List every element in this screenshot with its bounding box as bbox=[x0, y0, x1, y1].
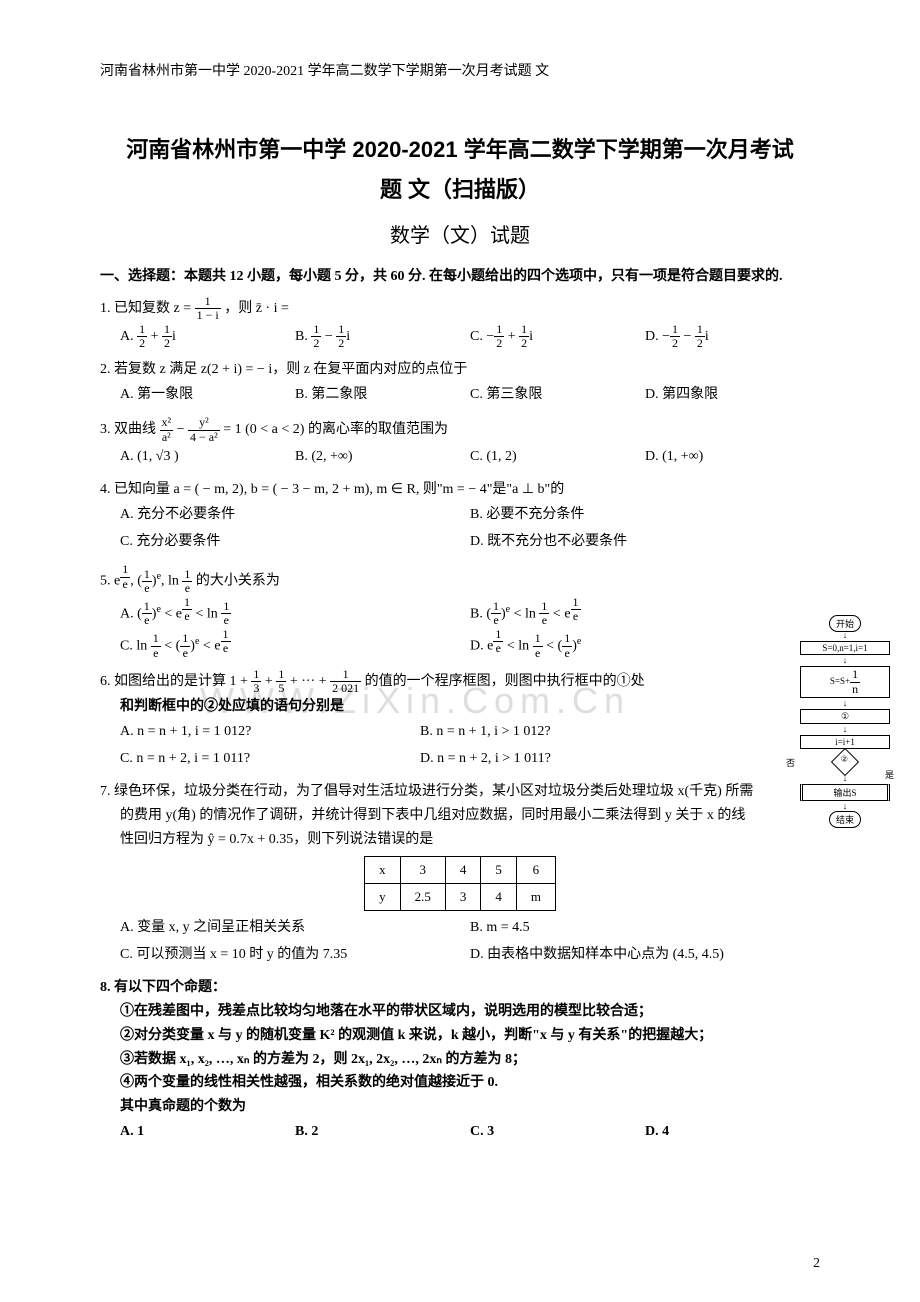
option-c: C. n = n + 2, i = 1 011? bbox=[120, 746, 420, 773]
flow-box1: ① bbox=[800, 709, 890, 724]
main-title: 河南省林州市第一中学 2020-2021 学年高二数学下学期第一次月考试 题 文… bbox=[100, 130, 820, 209]
option-b: B. 第二象限 bbox=[295, 382, 470, 409]
options: A. 12 + 12i B. 12 − 12i C. −12 + 12i D. … bbox=[100, 323, 820, 351]
flow-decision: ② bbox=[831, 748, 859, 776]
option-c: C. (1, 2) bbox=[470, 444, 645, 471]
title-line1: 河南省林州市第一中学 2020-2021 学年高二数学下学期第一次月考试 bbox=[126, 137, 793, 162]
options: A. n = n + 1, i = 1 012? B. n = n + 1, i… bbox=[100, 719, 720, 772]
fraction: x²a² bbox=[160, 416, 174, 443]
option-a: A. 1 bbox=[120, 1119, 295, 1146]
data-table: x 3 4 5 6 y 2.5 3 4 m bbox=[364, 856, 556, 911]
question-3: 3. 双曲线 x²a² − y²4 − a² = 1 (0 < a < 2) 的… bbox=[100, 416, 820, 470]
option-a: A. (1, √3 ) bbox=[120, 444, 295, 471]
option-b: B. 必要不充分条件 bbox=[470, 502, 820, 529]
flow-init: S=0,n=1,i=1 bbox=[800, 641, 890, 655]
page-number: 2 bbox=[813, 1256, 820, 1272]
option-d: D. 4 bbox=[645, 1119, 820, 1146]
section-1-heading: 一、选择题：本题共 12 小题，每小题 5 分，共 60 分. 在每小题给出的四… bbox=[100, 266, 820, 287]
flow-end: 结束 bbox=[829, 811, 861, 828]
option-b: B. 2 bbox=[295, 1119, 470, 1146]
option-b: B. n = n + 1, i > 1 012? bbox=[420, 719, 720, 746]
options: A. (1e)e < e1e < ln 1e B. (1e)e < ln 1e … bbox=[100, 596, 820, 660]
fraction: 11 − i bbox=[195, 295, 221, 322]
sub-title: 数学（文）试题 bbox=[100, 219, 820, 248]
option-a: A. 12 + 12i bbox=[120, 323, 295, 351]
option-c: C. 可以预测当 x = 10 时 y 的值为 7.35 bbox=[120, 942, 470, 969]
option-a: A. (1e)e < e1e < ln 1e bbox=[120, 596, 470, 628]
option-c: C. ln 1e < (1e)e < e1e bbox=[120, 628, 470, 660]
flow-step: S=S+1n bbox=[800, 666, 890, 697]
option-d: D. n = n + 2, i > 1 011? bbox=[420, 746, 720, 773]
options: A. 变量 x, y 之间呈正相关关系 B. m = 4.5 C. 可以预测当 … bbox=[100, 915, 820, 968]
option-d: D. −12 − 12i bbox=[645, 323, 820, 351]
option-c: C. 第三象限 bbox=[470, 382, 645, 409]
question-8: 8. 有以下四个命题： ①在残差图中，残差点比较均匀地落在水平的带状区域内，说明… bbox=[100, 976, 820, 1145]
table-row: x 3 4 5 6 bbox=[365, 856, 556, 883]
question-1: 1. 已知复数 z = 11 − i ，则 z̄ · i = A. 12 + 1… bbox=[100, 295, 820, 350]
question-4: 4. 已知向量 a = ( − m, 2), b = ( − 3 − m, 2 … bbox=[100, 478, 820, 555]
option-b: B. 12 − 12i bbox=[295, 323, 470, 351]
options: A. 1 B. 2 C. 3 D. 4 bbox=[100, 1119, 820, 1146]
exam-page: 河南省林州市第一中学 2020-2021 学年高二数学下学期第一次月考试题 文 … bbox=[0, 0, 920, 1302]
running-header: 河南省林州市第一中学 2020-2021 学年高二数学下学期第一次月考试题 文 bbox=[100, 60, 820, 80]
option-d: D. (1, +∞) bbox=[645, 444, 820, 471]
options: A. 第一象限 B. 第二象限 C. 第三象限 D. 第四象限 bbox=[100, 382, 820, 409]
question-6: 6. 如图给出的是计算 1 + 13 + 15 + ··· + 12 021 的… bbox=[100, 668, 820, 772]
option-d: D. e1e < ln 1e < (1e)e bbox=[470, 628, 820, 660]
option-a: A. 充分不必要条件 bbox=[120, 502, 470, 529]
options: A. 充分不必要条件 B. 必要不充分条件 C. 充分必要条件 D. 既不充分也… bbox=[100, 502, 820, 555]
options: A. (1, √3 ) B. (2, +∞) C. (1, 2) D. (1, … bbox=[100, 444, 820, 471]
option-b: B. (2, +∞) bbox=[295, 444, 470, 471]
option-b: B. (1e)e < ln 1e < e1e bbox=[470, 596, 820, 628]
option-a: A. n = n + 1, i = 1 012? bbox=[120, 719, 420, 746]
option-b: B. m = 4.5 bbox=[470, 915, 820, 942]
question-2: 2. 若复数 z 满足 z(2 + i) = − i，则 z 在复平面内对应的点… bbox=[100, 358, 820, 408]
option-c: C. 3 bbox=[470, 1119, 645, 1146]
option-c: C. −12 + 12i bbox=[470, 323, 645, 351]
question-7: 7. 绿色环保，垃圾分类在行动，为了倡导对生活垃圾进行分类，某小区对垃圾分类后处… bbox=[100, 780, 820, 968]
option-a: A. 第一象限 bbox=[120, 382, 295, 409]
table-row: y 2.5 3 4 m bbox=[365, 883, 556, 910]
fraction: y²4 − a² bbox=[188, 416, 220, 443]
option-a: A. 变量 x, y 之间呈正相关关系 bbox=[120, 915, 470, 942]
question-5: 5. e1e, (1e)e, ln 1e 的大小关系为 A. (1e)e < e… bbox=[100, 563, 820, 660]
option-d: D. 由表格中数据知样本中心点为 (4.5, 4.5) bbox=[470, 942, 820, 969]
option-c: C. 充分必要条件 bbox=[120, 529, 470, 556]
option-d: D. 既不充分也不必要条件 bbox=[470, 529, 820, 556]
option-d: D. 第四象限 bbox=[645, 382, 820, 409]
title-line2: 题 文（扫描版） bbox=[380, 177, 540, 202]
